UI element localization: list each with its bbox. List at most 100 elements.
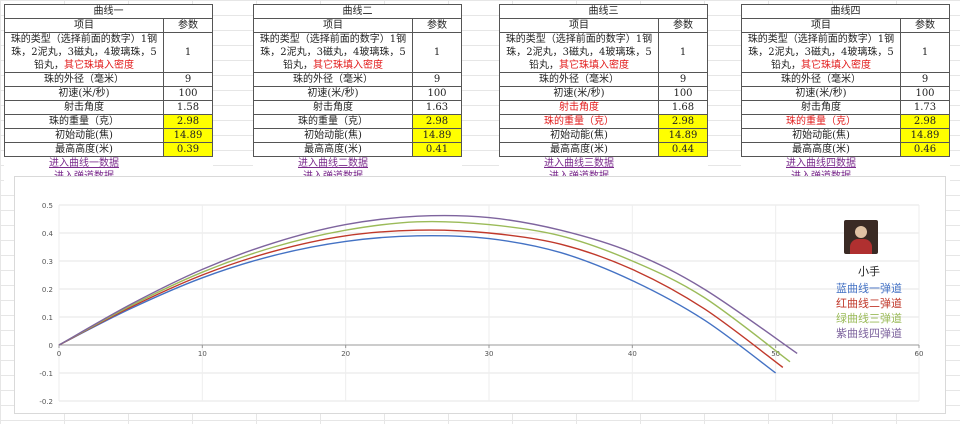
y-tick-label: 0.3 bbox=[42, 258, 53, 266]
speed-value[interactable]: 100 bbox=[412, 86, 462, 101]
angle-value[interactable]: 1.68 bbox=[658, 100, 708, 115]
x-tick-label: 20 bbox=[341, 350, 350, 358]
legend-item-green: 绿曲线三弹道 bbox=[836, 312, 902, 325]
angle-label: 射击角度 bbox=[253, 100, 413, 115]
header-param: 参数 bbox=[412, 18, 462, 33]
series-line-4 bbox=[58, 214, 798, 354]
max-height-value: 0.46 bbox=[900, 142, 950, 157]
bead-type-value[interactable]: 1 bbox=[900, 32, 950, 73]
x-tick-label: 60 bbox=[915, 350, 924, 358]
table-title: 曲线二 bbox=[253, 4, 462, 19]
bead-type-value[interactable]: 1 bbox=[163, 32, 213, 73]
series-line-1 bbox=[58, 234, 777, 374]
bead-type-note: 其它珠填入密度 bbox=[801, 60, 871, 71]
chart-legend: 小手 蓝曲线一弹道 红曲线二弹道 绿曲线三弹道 紫曲线四弹道 bbox=[826, 264, 912, 341]
x-tick-label: 40 bbox=[628, 350, 637, 358]
speed-value[interactable]: 100 bbox=[163, 86, 213, 101]
diameter-label: 珠的外径（毫米） bbox=[4, 72, 164, 87]
diameter-value[interactable]: 9 bbox=[163, 72, 213, 87]
curve-data-link[interactable]: 进入曲线三数据 bbox=[544, 158, 614, 169]
bead-type-label: 珠的类型（选择前面的数字）1钢珠，2泥丸，3磁丸，4玻璃珠，5铅丸，其它珠填入密… bbox=[741, 32, 901, 73]
y-tick-label: 0.4 bbox=[42, 230, 54, 238]
angle-value[interactable]: 1.58 bbox=[163, 100, 213, 115]
speed-value[interactable]: 100 bbox=[658, 86, 708, 101]
weight-label: 珠的重量（克） bbox=[253, 114, 413, 129]
weight-label: 珠的重量（克） bbox=[4, 114, 164, 129]
energy-label: 初始动能(焦) bbox=[4, 128, 164, 143]
x-tick-label: 30 bbox=[485, 350, 494, 358]
avatar bbox=[844, 220, 878, 254]
header-item: 项目 bbox=[499, 18, 659, 33]
header-item: 项目 bbox=[4, 18, 164, 33]
curve-table-2: 曲线二 项目 参数 珠的类型（选择前面的数字）1钢珠，2泥丸，3磁丸，4玻璃珠，5铅丸… bbox=[253, 4, 462, 183]
bead-type-note: 其它珠填入密度 bbox=[559, 60, 629, 71]
diameter-value[interactable]: 9 bbox=[900, 72, 950, 87]
speed-label: 初速(米/秒) bbox=[499, 86, 659, 101]
speed-label: 初速(米/秒) bbox=[253, 86, 413, 101]
legend-item-blue: 蓝曲线一弹道 bbox=[836, 282, 902, 295]
y-tick-label: -0.1 bbox=[39, 370, 53, 378]
speed-label: 初速(米/秒) bbox=[4, 86, 164, 101]
header-param: 参数 bbox=[163, 18, 213, 33]
bead-type-text: 珠的类型（选择前面的数字）1钢珠，2泥丸，3磁丸，4玻璃珠，5铅丸， bbox=[747, 34, 895, 71]
series-line-2 bbox=[58, 229, 784, 368]
bead-type-text: 珠的类型（选择前面的数字）1钢珠，2泥丸，3磁丸，4玻璃珠，5铅丸， bbox=[505, 34, 653, 71]
max-height-label: 最高高度(米) bbox=[741, 142, 901, 157]
table-title: 曲线一 bbox=[4, 4, 213, 19]
angle-label: 射击角度 bbox=[4, 100, 164, 115]
diameter-label: 珠的外径（毫米） bbox=[741, 72, 901, 87]
energy-value: 14.89 bbox=[163, 128, 213, 143]
weight-value: 2.98 bbox=[900, 114, 950, 129]
y-tick-label: 0.2 bbox=[42, 286, 53, 294]
curve-data-link[interactable]: 进入曲线二数据 bbox=[298, 158, 368, 169]
angle-value[interactable]: 1.63 bbox=[412, 100, 462, 115]
header-item: 项目 bbox=[741, 18, 901, 33]
energy-label: 初始动能(焦) bbox=[499, 128, 659, 143]
y-tick-label: 0 bbox=[49, 342, 53, 350]
speed-label: 初速(米/秒) bbox=[741, 86, 901, 101]
bead-type-label: 珠的类型（选择前面的数字）1钢珠，2泥丸，3磁丸，4玻璃珠，5铅丸，其它珠填入密… bbox=[253, 32, 413, 73]
y-tick-label: -0.2 bbox=[39, 398, 53, 406]
angle-label: 射击角度 bbox=[741, 100, 901, 115]
weight-label: 珠的重量（克） bbox=[741, 114, 901, 129]
legend-title: 小手 bbox=[858, 265, 880, 278]
max-height-label: 最高高度(米) bbox=[253, 142, 413, 157]
bead-type-label: 珠的类型（选择前面的数字）1钢珠，2泥丸，3磁丸，4玻璃珠，5铅丸，其它珠填入密… bbox=[4, 32, 164, 73]
y-tick-label: 0.5 bbox=[42, 202, 53, 210]
energy-value: 14.89 bbox=[900, 128, 950, 143]
x-tick-label: 50 bbox=[771, 350, 780, 358]
bead-type-value[interactable]: 1 bbox=[658, 32, 708, 73]
bead-type-label: 珠的类型（选择前面的数字）1钢珠，2泥丸，3磁丸，4玻璃珠，5铅丸，其它珠填入密… bbox=[499, 32, 659, 73]
curve-table-1: 曲线一 项目 参数 珠的类型（选择前面的数字）1钢珠，2泥丸，3磁丸，4玻璃珠，5铅丸… bbox=[4, 4, 213, 183]
legend-item-red: 红曲线二弹道 bbox=[836, 297, 902, 310]
max-height-value: 0.44 bbox=[658, 142, 708, 157]
curve-data-link[interactable]: 进入曲线一数据 bbox=[49, 158, 119, 169]
legend-item-purple: 紫曲线四弹道 bbox=[836, 327, 902, 340]
weight-label: 珠的重量（克） bbox=[499, 114, 659, 129]
header-item: 项目 bbox=[253, 18, 413, 33]
avatar-body bbox=[850, 239, 872, 254]
weight-value: 2.98 bbox=[658, 114, 708, 129]
energy-label: 初始动能(焦) bbox=[741, 128, 901, 143]
angle-value[interactable]: 1.73 bbox=[900, 100, 950, 115]
angle-label: 射击角度 bbox=[499, 100, 659, 115]
energy-value: 14.89 bbox=[658, 128, 708, 143]
diameter-label: 珠的外径（毫米） bbox=[253, 72, 413, 87]
bead-type-value[interactable]: 1 bbox=[412, 32, 462, 73]
weight-value: 2.98 bbox=[412, 114, 462, 129]
x-tick-label: 10 bbox=[198, 350, 207, 358]
energy-value: 14.89 bbox=[412, 128, 462, 143]
curve-data-link[interactable]: 进入曲线四数据 bbox=[786, 158, 856, 169]
series-line-3 bbox=[58, 220, 791, 363]
diameter-value[interactable]: 9 bbox=[412, 72, 462, 87]
diameter-value[interactable]: 9 bbox=[658, 72, 708, 87]
curve-table-4: 曲线四 项目 参数 珠的类型（选择前面的数字）1钢珠，2泥丸，3磁丸，4玻璃珠，5铅丸… bbox=[741, 4, 950, 183]
header-param: 参数 bbox=[658, 18, 708, 33]
y-tick-label: 0.1 bbox=[42, 314, 53, 322]
avatar-face bbox=[855, 226, 867, 238]
max-height-value: 0.41 bbox=[412, 142, 462, 157]
speed-value[interactable]: 100 bbox=[900, 86, 950, 101]
max-height-value: 0.39 bbox=[163, 142, 213, 157]
bead-type-text: 珠的类型（选择前面的数字）1钢珠，2泥丸，3磁丸，4玻璃珠，5铅丸， bbox=[259, 34, 407, 71]
header-param: 参数 bbox=[900, 18, 950, 33]
